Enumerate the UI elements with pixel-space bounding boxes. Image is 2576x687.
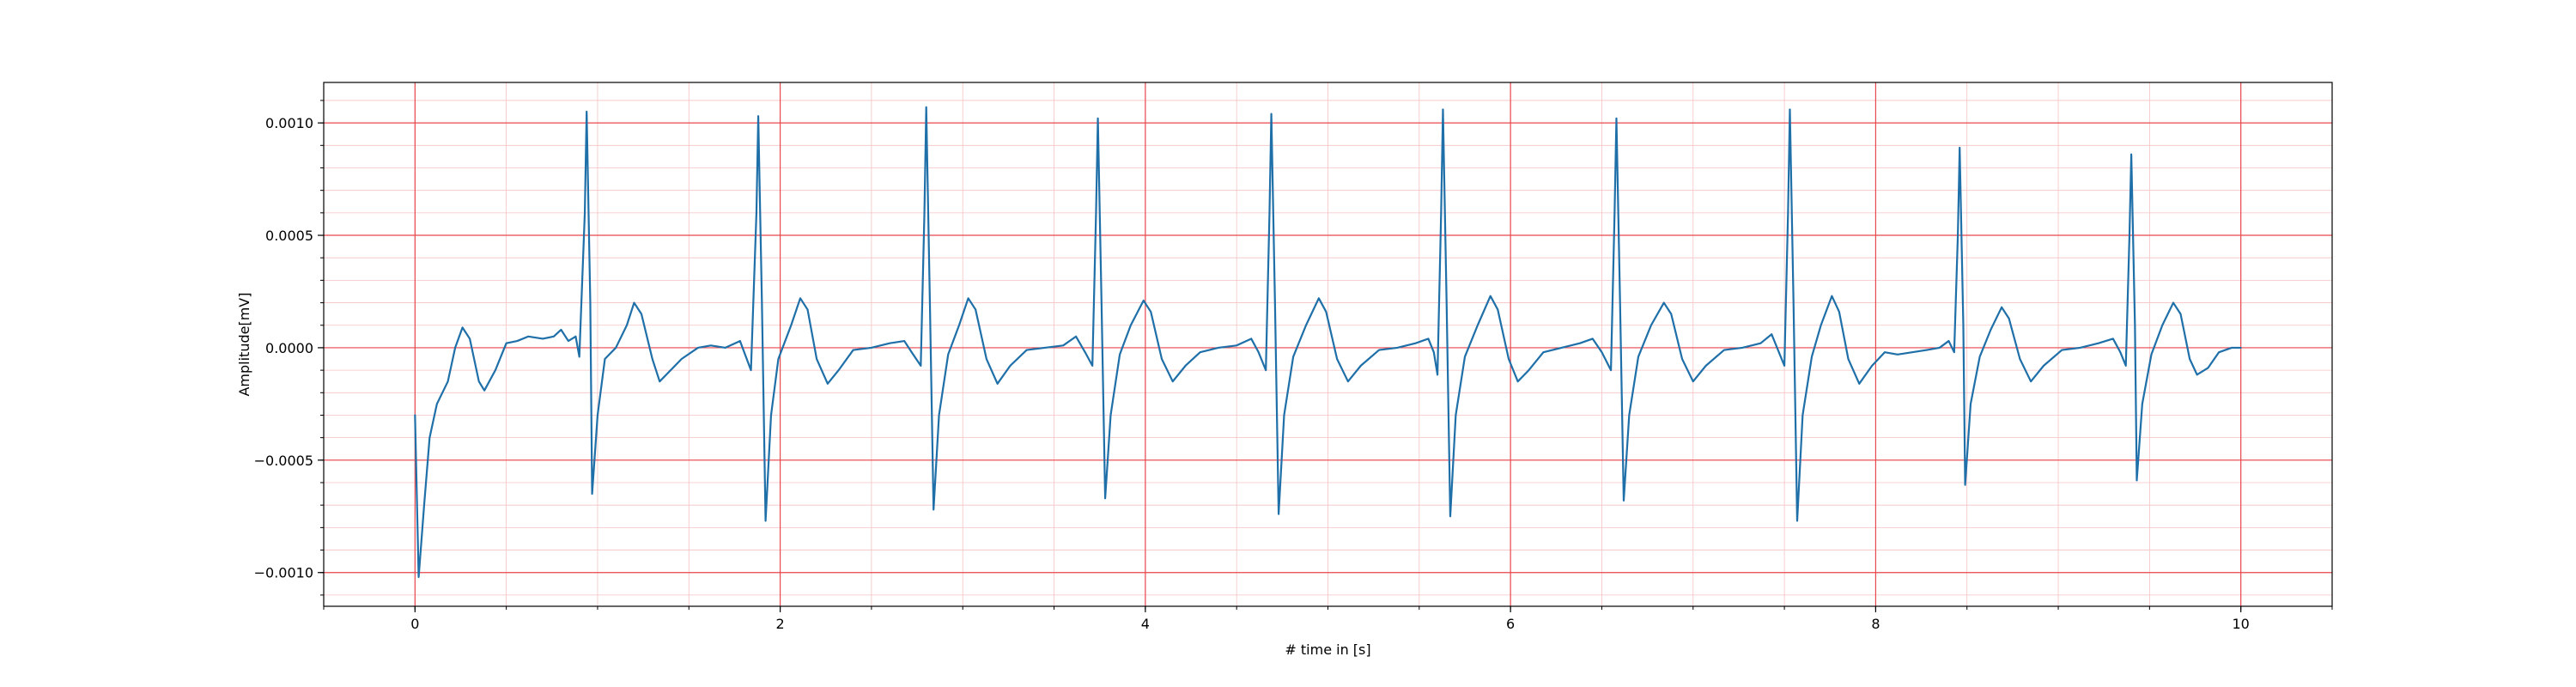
ecg-series-line-0 [414,106,2242,579]
major-grid [324,82,2332,606]
y-tick-label: −0.0005 [254,453,313,469]
y-tick-label: −0.0010 [254,565,313,581]
plot-area [414,106,2242,579]
y-tick-label: 0.0000 [265,340,313,356]
x-tick-label: 4 [1141,616,1150,632]
x-tick-label: 0 [410,616,419,632]
y-axis-label: Amplitude[mV] [236,292,252,396]
x-tick-label: 6 [1506,616,1515,632]
x-axis-label: # time in [s] [1285,641,1370,658]
y-tick-label: 0.0010 [265,115,313,131]
x-tick-label: 2 [775,616,784,632]
x-tick-label: 8 [1871,616,1880,632]
minor-grid [323,82,2333,606]
y-tick-label: 0.0005 [265,228,313,244]
x-tick-label: 10 [2233,616,2250,632]
y-axis-ticks: −0.0010 −0.0005 0.0000 0.0005 0.0010 [254,100,324,596]
x-axis-ticks: 0 2 4 6 8 10 [323,606,2333,632]
